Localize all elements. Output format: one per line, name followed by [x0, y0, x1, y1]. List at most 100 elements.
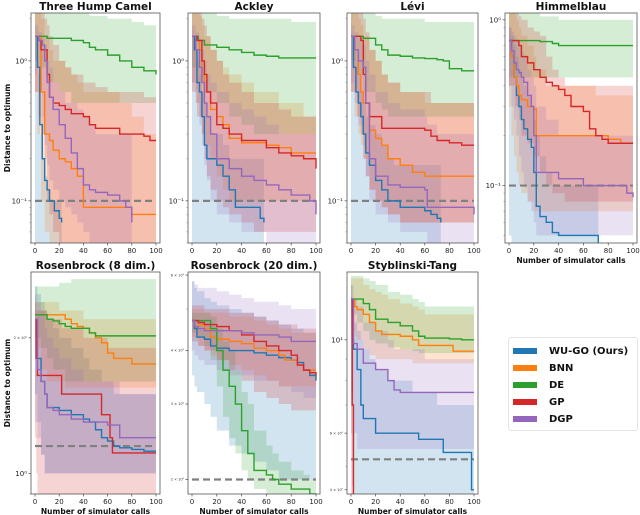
band-dgp: [35, 25, 132, 243]
band-bnn: [351, 278, 474, 364]
x-tick-label: 80: [287, 247, 296, 255]
line-gp: [192, 319, 317, 376]
x-tick-label: 80: [287, 498, 296, 506]
x-tick-label: 0: [33, 247, 37, 255]
x-tick-label: 0: [190, 247, 194, 255]
x-tick-label: 60: [579, 247, 588, 255]
band-bnn: [509, 13, 633, 212]
legend-label-wugo: WU-GO (Ours): [549, 345, 629, 357]
band-bnn: [192, 13, 316, 201]
x-tick-label: 0: [33, 498, 37, 506]
x-tick-label: 60: [420, 247, 429, 255]
x-tick-label: 40: [79, 498, 88, 506]
panel-title: Lévi: [400, 1, 424, 13]
y-tick-label: 10⁻¹: [328, 197, 344, 205]
band-de: [351, 13, 474, 117]
x-tick-label: 80: [604, 247, 613, 255]
panel-ackley: Ackley 0 20 40 60 80 100 10⁰ 10⁻¹: [169, 1, 323, 255]
line-dgp: [35, 318, 156, 439]
legend-item-dgp: DGP: [513, 412, 573, 426]
x-tick-label: 80: [445, 498, 454, 506]
legend-label-bnn: BNN: [549, 362, 574, 374]
line-de: [351, 35, 474, 72]
legend-swatch-dgp: [513, 416, 537, 422]
line-gp: [192, 35, 317, 169]
x-axis-label: Number of simulator calls: [516, 256, 626, 265]
legend-item-bnn: BNN: [513, 361, 573, 375]
legend-label-de: DE: [549, 379, 565, 391]
x-tick-label: 20: [529, 247, 538, 255]
x-tick-label: 80: [127, 247, 136, 255]
x-tick-label: 100: [467, 247, 480, 255]
y-tick-label: 10⁰: [15, 470, 27, 478]
x-tick-label: 40: [396, 247, 405, 255]
y-tick-label: 2 × 10⁰: [171, 478, 185, 482]
x-tick-label: 20: [371, 247, 380, 255]
x-tick-label: 60: [103, 247, 112, 255]
band-de: [35, 279, 156, 382]
band-dgp: [509, 27, 633, 236]
y-tick-label: 10⁻¹: [12, 197, 28, 205]
line-wu-go-ours: [351, 298, 474, 491]
x-tick-label: 20: [371, 498, 380, 506]
line-bnn: [351, 298, 474, 352]
x-tick-label: 20: [212, 247, 221, 255]
axes-frame: [187, 12, 321, 244]
line-wu-go-ours: [192, 319, 317, 381]
band-bnn: [351, 13, 474, 223]
line-dgp: [351, 35, 475, 215]
x-tick-label: 40: [79, 247, 88, 255]
x-tick-label: 100: [467, 498, 480, 506]
line-de: [35, 35, 157, 75]
legend-item-de: DE: [513, 378, 564, 392]
panel-rosenbrock-8-dim: Rosenbrock (8 dim.) 0 20 40 60 80 100 2 × 10⁰ 10…: [3, 260, 163, 515]
band-dgp: [192, 281, 316, 405]
panel-l-vi: Lévi 0 20 40 60 80 100 10⁰ 10⁻¹: [328, 1, 481, 255]
legend-swatch-de: [513, 382, 537, 388]
legend-swatch-gp: [513, 399, 537, 405]
band-gp: [509, 13, 633, 202]
legend-item-wugo: WU-GO (Ours): [513, 344, 628, 358]
band-wu-go-ours: [35, 286, 156, 474]
y-axis-label: Distance to optimum: [3, 339, 12, 428]
line-gp: [509, 39, 633, 144]
axes-frame: [346, 12, 479, 244]
x-tick-label: 60: [262, 247, 271, 255]
x-tick-label: 60: [420, 498, 429, 506]
line-gp: [35, 35, 156, 142]
y-tick-label: 10⁻¹: [486, 182, 502, 190]
band-wu-go-ours: [192, 36, 264, 243]
x-tick-label: 80: [127, 498, 136, 506]
x-tick-label: 20: [212, 498, 221, 506]
panel-rosenbrock-20-dim: Rosenbrock (20 dim.) 0 20 40 60 80 100 6 × 10⁰ 4…: [171, 260, 323, 515]
line-de: [192, 319, 316, 494]
x-tick-label: 100: [309, 247, 322, 255]
x-tick-label: 20: [55, 247, 64, 255]
x-axis-label: Number of simulator calls: [358, 507, 468, 515]
x-tick-label: 40: [554, 247, 563, 255]
band-gp: [351, 13, 474, 223]
panel-title: Himmelblau: [536, 1, 607, 13]
axes-frame: [187, 271, 321, 495]
panel-himmelblau: Himmelblau 0 20 40 60 80 100 10⁰ 10⁻¹ Number of s…: [486, 1, 640, 265]
x-tick-label: 20: [55, 498, 64, 506]
panel-title: Three Hump Camel: [39, 1, 152, 13]
y-tick-label: 3 × 10⁰: [171, 402, 185, 406]
line-bnn: [351, 35, 474, 177]
line-bnn: [192, 35, 316, 154]
band-gp: [192, 305, 316, 411]
line-dgp: [192, 319, 316, 343]
plot-area: [35, 13, 157, 243]
x-tick-label: 60: [103, 498, 112, 506]
band-wu-go-ours: [509, 27, 599, 243]
legend: WU-GO (Ours) BNN DE GP DGP: [508, 337, 638, 431]
y-tick-label: 10⁰: [331, 57, 343, 65]
panel-title: Ackley: [235, 1, 274, 13]
x-tick-label: 100: [149, 247, 162, 255]
x-axis-label: Number of simulator calls: [41, 507, 151, 515]
y-tick-label: 4 × 10⁰: [171, 349, 185, 353]
line-bnn: [192, 319, 316, 371]
x-tick-label: 80: [445, 247, 454, 255]
plot-area: [351, 13, 475, 243]
legend-label-gp: GP: [549, 396, 565, 408]
